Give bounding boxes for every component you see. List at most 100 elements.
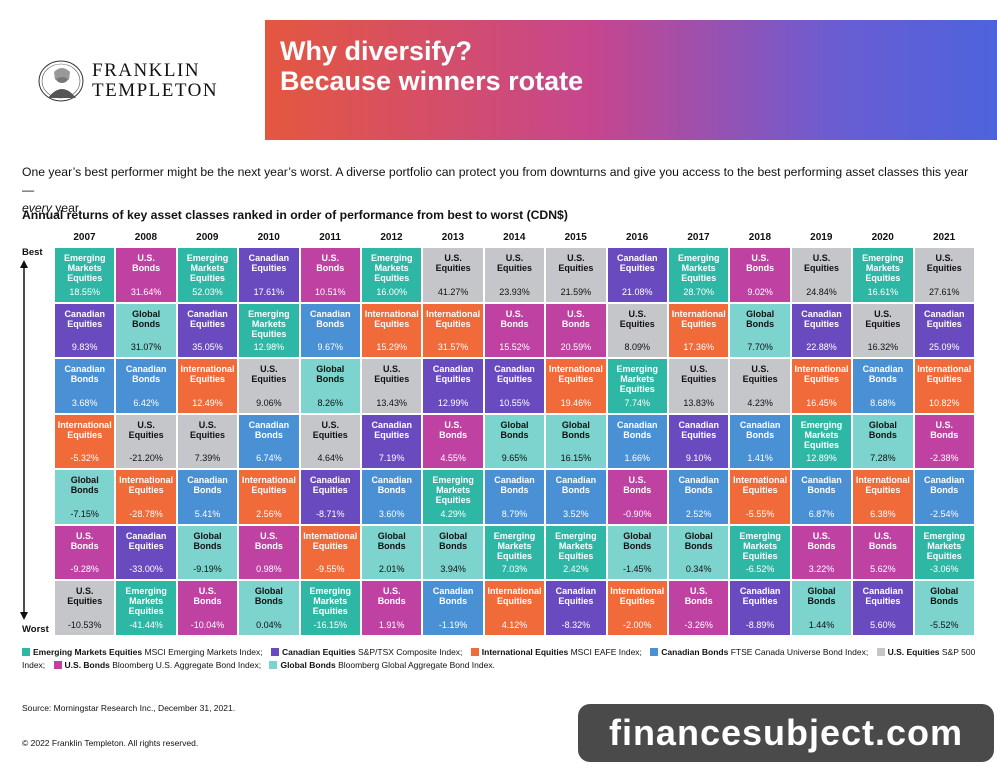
cell-2019-rank-7: Global Bonds 1.44% — [790, 580, 853, 636]
cell-return-value: -8.32% — [561, 619, 591, 630]
title-banner: Why diversify? Because winners rotate — [265, 20, 997, 140]
cell-return-value: 9.67% — [317, 342, 344, 352]
cell-2015-rank-4: Global Bonds 16.15% — [545, 413, 607, 469]
cell-asset-label: U.S. Bonds — [868, 530, 897, 551]
cell-return-value: -10.04% — [190, 619, 225, 630]
cell-asset-label: U.S. Bonds — [930, 419, 959, 440]
cell-2020-rank-7: Canadian Equities 5.60% — [852, 580, 914, 636]
cell-return-value: 8.79% — [501, 508, 528, 519]
cell-2008-rank-6: Canadian Equities -33.00% — [115, 524, 177, 580]
cell-asset-label: Canadian Bonds — [371, 475, 412, 495]
cell-2008-rank-7: Emerging Markets Equities -41.44% — [115, 580, 177, 636]
cell-asset-label: U.S. Equities — [189, 419, 225, 440]
cell-return-value: 5.60% — [870, 619, 896, 630]
legend-name: Global Bonds — [280, 660, 336, 670]
cell-asset-label: Global Bonds — [70, 475, 99, 495]
cell-return-value: 12.99% — [437, 397, 469, 408]
cell-return-value: 10.55% — [499, 397, 530, 408]
cell-return-value: 20.59% — [560, 342, 592, 352]
cell-2017-rank-1: Emerging Markets Equities 28.70% — [668, 247, 730, 303]
cell-asset-label: U.S. Equities — [803, 253, 839, 273]
cell-2021-rank-5: Canadian Bonds -2.54% — [913, 469, 975, 525]
cell-asset-label: International Equities — [548, 364, 603, 384]
cell-2017-rank-6: Global Bonds 0.34% — [668, 524, 730, 580]
cell-asset-label: International Equities — [610, 586, 665, 606]
cell-asset-label: U.S. Equities — [496, 253, 532, 273]
cell-asset-label: U.S. Bonds — [623, 475, 652, 495]
chart-subtitle: Annual returns of key asset classes rank… — [22, 208, 568, 222]
cell-asset-label: Emerging Markets Equities — [862, 253, 904, 283]
cell-2019-rank-1: U.S. Equities 24.84% — [790, 247, 853, 303]
cell-2008-rank-1: U.S. Bonds 31.64% — [115, 247, 177, 303]
cell-return-value: 31.07% — [130, 342, 162, 352]
cell-asset-label: Emerging Markets Equities — [63, 253, 106, 283]
cell-2007-rank-3: Canadian Bonds 3.68% — [54, 358, 116, 414]
legend-desc: MSCI Emerging Markets Index; — [142, 647, 265, 657]
cell-asset-label: Emerging Markets Equities — [186, 253, 229, 283]
cell-return-value: 16.15% — [560, 453, 592, 463]
cell-2014-rank-4: Global Bonds 9.65% — [483, 413, 546, 469]
cell-asset-label: U.S. Bonds — [561, 308, 590, 329]
cell-asset-label: Global Bonds — [746, 308, 775, 329]
cell-return-value: 3.22% — [808, 564, 835, 574]
cell-asset-label: Global Bonds — [930, 586, 959, 606]
cell-return-value: 0.98% — [256, 564, 282, 574]
cell-2009-rank-1: Emerging Markets Equities 52.03% — [176, 247, 239, 303]
cell-2018-rank-1: U.S. Bonds 9.02% — [729, 247, 791, 303]
cell-asset-label: International Equities — [180, 364, 235, 384]
cell-2019-rank-6: U.S. Bonds 3.22% — [790, 524, 853, 580]
cell-2009-rank-4: U.S. Equities 7.39% — [176, 413, 239, 469]
cell-asset-label: Canadian Bonds — [678, 475, 719, 495]
cell-2019-rank-4: Emerging Markets Equities 12.89% — [790, 413, 853, 469]
legend-swatch — [876, 648, 885, 656]
cell-return-value: 16.32% — [867, 342, 899, 352]
cell-return-value: 4.55% — [440, 453, 466, 463]
year-header-2018: 2018 — [748, 232, 772, 243]
cell-asset-label: U.S. Equities — [865, 308, 901, 329]
cell-2012-rank-5: Canadian Bonds 3.60% — [361, 469, 423, 525]
intro-text: One year’s best performer might be the n… — [22, 165, 969, 197]
cell-asset-label: Canadian Equities — [248, 253, 290, 273]
banner-title-line-2: Because winners rotate — [280, 66, 584, 96]
cell-return-value: 13.83% — [683, 397, 714, 408]
cell-return-value: -28.78% — [129, 508, 163, 519]
cell-asset-label: U.S. Equities — [67, 586, 103, 606]
cell-asset-label: Global Bonds — [868, 419, 897, 440]
cell-2016-rank-4: Canadian Bonds 1.66% — [606, 413, 668, 469]
year-header-2019: 2019 — [810, 232, 833, 243]
cell-2020-rank-3: Canadian Bonds 8.68% — [852, 358, 914, 414]
cell-2018-rank-7: Canadian Equities -8.89% — [729, 580, 791, 636]
cell-asset-label: U.S. Equities — [742, 364, 778, 384]
cell-asset-label: International Equities — [241, 475, 296, 495]
legend-swatch — [22, 648, 30, 656]
cell-return-value: 17.61% — [253, 286, 285, 297]
intro-tail: year. — [51, 201, 82, 215]
year-header-2012: 2012 — [380, 232, 403, 243]
cell-return-value: 41.27% — [437, 286, 469, 297]
cell-asset-label: Global Bonds — [132, 308, 161, 329]
legend-swatch — [270, 648, 279, 656]
cell-asset-label: Global Bonds — [623, 530, 652, 551]
cell-asset-label: International Equities — [303, 530, 358, 551]
cell-return-value: 9.10% — [685, 453, 712, 463]
cell-return-value: 52.03% — [192, 286, 223, 297]
cell-return-value: 4.12% — [501, 619, 528, 630]
cell-2007-rank-1: Emerging Markets Equities 18.55% — [54, 247, 116, 303]
cell-asset-label: Global Bonds — [439, 530, 468, 551]
cell-2012-rank-6: Global Bonds 2.01% — [361, 524, 423, 580]
intro-emphasis: every — [22, 201, 52, 215]
legend-swatch — [470, 648, 479, 656]
cell-return-value: -9.28% — [70, 564, 99, 574]
cell-return-value: -33.00% — [129, 564, 163, 574]
cell-asset-label: Canadian Bonds — [617, 419, 658, 440]
cell-return-value: 2.42% — [563, 564, 589, 574]
cell-2009-rank-6: Global Bonds -9.19% — [176, 524, 239, 580]
cell-2021-rank-2: Canadian Equities 25.09% — [913, 302, 975, 358]
brand-wordmark: FRANKLIN TEMPLETON — [92, 61, 218, 101]
cell-asset-label: U.S. Bonds — [807, 530, 836, 551]
cell-return-value: -21.20% — [129, 453, 163, 463]
cell-2017-rank-7: U.S. Bonds -3.26% — [668, 580, 730, 636]
cell-2017-rank-5: Canadian Bonds 2.52% — [668, 469, 730, 525]
best-label: Best — [22, 247, 43, 258]
cell-2007-rank-6: U.S. Bonds -9.28% — [54, 524, 116, 580]
